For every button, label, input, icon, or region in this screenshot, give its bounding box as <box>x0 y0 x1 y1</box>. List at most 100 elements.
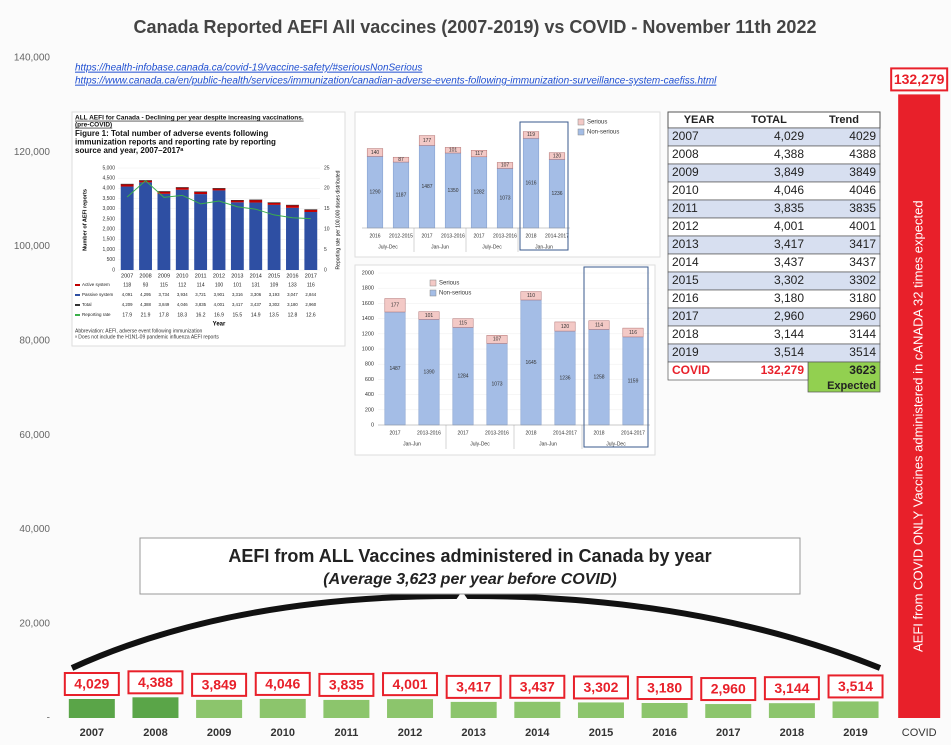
x-tick-label: 2015 <box>589 727 613 739</box>
value-label-box <box>572 675 629 700</box>
bar-segment <box>470 150 488 158</box>
segment-label: 120 <box>553 153 562 159</box>
value-label-box <box>700 677 757 702</box>
table-cell: 3,514 <box>774 345 804 359</box>
table-cell: 2012 <box>672 219 699 233</box>
table-cell: 3180 <box>849 291 876 305</box>
annotation-title: AEFI from ALL Vaccines administered in C… <box>228 546 711 566</box>
table-cell: 3,721 <box>195 292 206 297</box>
y-tick-label: 1200 <box>362 331 374 337</box>
y-tick-label: 0 <box>371 422 374 428</box>
segment-label: 1159 <box>628 378 639 384</box>
y-tick-label: 200 <box>365 407 374 413</box>
value-label: 132,279 <box>894 71 945 87</box>
x-tick-label: 2013-2016 <box>417 430 441 436</box>
table-cell: 17.8 <box>159 312 169 318</box>
table-cell: 133 <box>288 282 297 288</box>
y-tick-label: 0 <box>112 267 115 273</box>
table-cell: 101 <box>233 282 242 288</box>
y-tick-label: 1800 <box>362 286 374 292</box>
legend-label: Serious <box>587 120 607 126</box>
value-label: 3,835 <box>329 677 364 693</box>
x-tick-label: 2009 <box>158 273 170 279</box>
x-tick-label: 2011 <box>195 273 207 279</box>
y2-tick-label: 5 <box>324 247 327 253</box>
bar <box>286 205 299 208</box>
expected-cell <box>807 361 881 393</box>
bar <box>194 194 208 270</box>
x-tick-label: 2013 <box>231 273 243 279</box>
source-link[interactable]: https://health-infobase.canada.ca/covid-… <box>75 63 422 74</box>
source-link[interactable]: https://www.canada.ca/en/public-health/s… <box>75 76 717 87</box>
bar <box>132 697 179 718</box>
bar <box>230 200 244 203</box>
segment-label: 140 <box>371 150 380 156</box>
annotation-subtitle: (Average 3,623 per year before COVID) <box>323 571 616 588</box>
value-label-box <box>318 672 375 697</box>
table-cell: 3,306 <box>250 292 261 297</box>
covid-cell: 132,279 <box>761 363 805 377</box>
x-tick-label: 2014-2017 <box>621 430 645 436</box>
table-cell: 2015 <box>672 273 699 287</box>
bar <box>212 188 226 191</box>
rate-line <box>126 179 311 220</box>
x-tick-label: 2013-2016 <box>441 233 465 239</box>
group-label: July-Dec <box>482 244 502 250</box>
segment-label: 1616 <box>525 180 536 186</box>
bar-segment <box>452 318 474 328</box>
table-cell: 13.5 <box>269 312 279 318</box>
bar <box>259 698 306 718</box>
table-cell: 2014 <box>672 255 699 269</box>
x-tick-label: 2012 <box>398 727 422 739</box>
x-tick-label: 2011 <box>334 727 358 739</box>
table-cell: 3437 <box>849 255 876 269</box>
table-cell: 4,295 <box>140 292 151 297</box>
group-label: Jan-Jun <box>535 244 553 250</box>
value-label: 3,417 <box>456 679 491 695</box>
table-cell: 4,388 <box>140 302 151 307</box>
table-cell: 114 <box>197 282 205 288</box>
table-cell: 93 <box>143 282 149 288</box>
segment-label: 1390 <box>423 370 434 376</box>
x-tick-label: 2014 <box>250 273 262 279</box>
y-tick-label: 140,000 <box>14 53 51 64</box>
segment-label: 107 <box>501 163 510 169</box>
table-cell: 116 <box>307 282 315 288</box>
annotation-box <box>139 537 801 595</box>
inset-subtitle: immunization reports and reporting rate … <box>75 138 276 147</box>
y2-tick-label: 10 <box>324 227 330 233</box>
x-axis-label: Year <box>213 322 226 328</box>
inset-subtitle: source and year, 2007–2017ᵃ <box>75 146 183 155</box>
bar <box>304 209 318 212</box>
table-cell: 2009 <box>672 165 699 179</box>
table-cell: 14.9 <box>251 312 261 318</box>
segment-label: 1187 <box>396 192 407 198</box>
segment-label: 117 <box>475 151 483 157</box>
bar-segment <box>588 320 610 330</box>
covid-cell: 3623 <box>849 363 876 377</box>
table-cell: 3,437 <box>774 255 804 269</box>
bar <box>267 202 281 205</box>
table-cell: 3,734 <box>159 292 170 297</box>
table-cell: 100 <box>215 282 224 288</box>
table-cell: 3,417 <box>232 302 243 307</box>
y2-axis-label: Reporting rate per 100,000 doses distrib… <box>335 170 341 269</box>
covid-row <box>667 361 809 381</box>
bar-segment <box>384 298 406 313</box>
group-label: July-Dec <box>470 441 490 447</box>
x-tick-label: 2017 <box>389 430 400 436</box>
table-cell: 16.2 <box>196 312 206 318</box>
y-tick-label: 4,000 <box>102 186 115 192</box>
inset-title: ALL AEFI for Canada - Declining per year… <box>75 115 304 122</box>
legend-label: Total <box>82 302 92 307</box>
y2-tick-label: 0 <box>324 267 327 273</box>
table-cell: 3514 <box>849 345 876 359</box>
x-tick-label: 2007 <box>121 273 133 279</box>
segment-label: 1258 <box>593 375 604 381</box>
table-cell: 3,316 <box>232 292 243 297</box>
y-tick-label: 40,000 <box>19 524 50 535</box>
table-cell: 3,835 <box>195 302 206 307</box>
highlight-box <box>583 266 649 448</box>
table-cell: 115 <box>160 282 168 288</box>
x-tick-label: 2010 <box>271 727 295 739</box>
